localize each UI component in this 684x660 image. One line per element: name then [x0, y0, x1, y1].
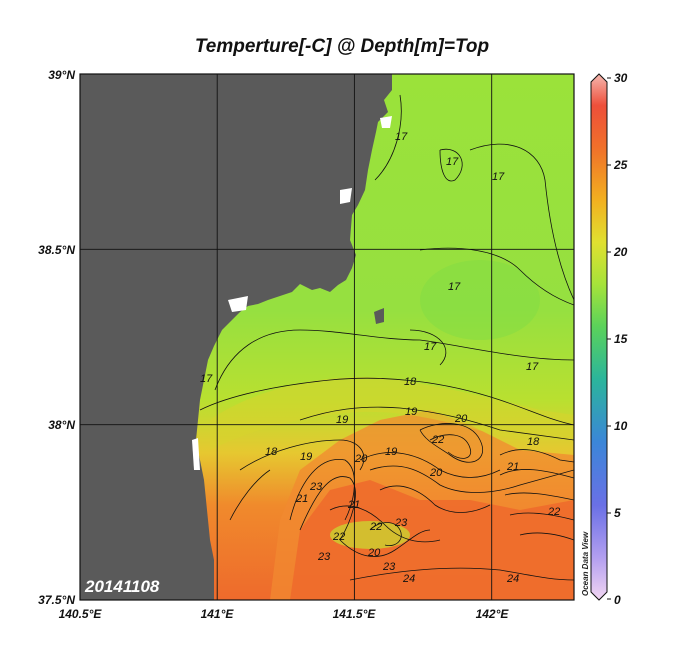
y-tick-label: 38°N: [48, 418, 75, 432]
contour-label: 24: [402, 573, 415, 585]
contour-label: 21: [295, 493, 308, 505]
contour-label: 22: [369, 521, 382, 533]
contour-label: 21: [347, 499, 360, 511]
warmest-water-region: [290, 480, 574, 600]
map-title: Temperture[-C] @ Depth[m]=Top: [194, 36, 490, 57]
cool-patch: [420, 260, 540, 340]
land-mass: [80, 74, 392, 600]
colorbar-label: 0: [614, 593, 621, 607]
contour-label: 23: [394, 517, 408, 529]
contour-label: 17: [395, 131, 408, 143]
contour-label: 19: [300, 451, 312, 463]
contour-label: 17: [424, 341, 437, 353]
colorbar-label: 15: [614, 332, 628, 346]
y-tick-label: 39°N: [48, 68, 75, 82]
colorbar-label: 25: [613, 158, 628, 172]
contour-label: 23: [382, 561, 396, 573]
y-tick-label: 37.5°N: [38, 593, 75, 607]
contour-label: 22: [431, 434, 444, 446]
colorbar: 30 25 20 15 10 5 0: [590, 71, 628, 607]
coastal-gap: [228, 296, 248, 312]
contour-label: 23: [309, 481, 323, 493]
colorbar-label: 30: [614, 71, 628, 85]
contour-label: 19: [405, 406, 417, 418]
odv-watermark: Ocean Data View: [581, 531, 590, 596]
contour-label: 17: [200, 373, 213, 385]
map-frame: [79, 73, 575, 601]
contour-label: 17: [526, 361, 539, 373]
coastal-gap: [340, 188, 352, 204]
transition-band: [210, 376, 574, 450]
contour-label: 19: [336, 414, 348, 426]
contour-labels: 17 17 17 17 17 17 17 18 18 18 19 19 19 1…: [200, 131, 560, 585]
contour-label: 20: [354, 453, 368, 465]
contour-label: 20: [429, 467, 443, 479]
contour-label: 23: [317, 551, 331, 563]
x-tick-label: 142°E: [476, 607, 510, 621]
contour-label: 22: [332, 531, 345, 543]
colorbar-scale: [590, 73, 608, 601]
x-tick-label: 141.5°E: [333, 607, 377, 621]
x-tick-label: 140.5°E: [59, 607, 103, 621]
contour-label: 17: [446, 156, 459, 168]
contour-label: 20: [367, 547, 381, 559]
coastal-gap: [380, 116, 392, 128]
contour-label: 17: [448, 281, 461, 293]
contour-lines: [199, 94, 574, 581]
contour-label: 19: [385, 446, 397, 458]
grid-lines: [80, 74, 574, 600]
contour-label: 18: [265, 446, 278, 458]
map-plot-area: 17 17 17 17 17 17 17 18 18 18 19 19 19 1…: [80, 74, 574, 600]
contour-label: 21: [506, 461, 519, 473]
colorbar-label: 5: [614, 506, 621, 520]
x-tick-label: 141°E: [201, 607, 235, 621]
contour-label: 24: [506, 573, 519, 585]
date-label: 20141108: [84, 577, 160, 596]
contour-label: 17: [492, 171, 505, 183]
contour-label: 18: [404, 376, 417, 388]
island: [374, 308, 384, 324]
coastal-gap: [192, 438, 200, 470]
contour-label: 22: [547, 506, 560, 518]
contour-label: 18: [527, 436, 540, 448]
y-tick-label: 38.5°N: [38, 243, 75, 257]
contour-label: 20: [454, 413, 468, 425]
colorbar-label: 20: [613, 245, 628, 259]
colorbar-label: 10: [614, 419, 628, 433]
cool-eddy: [330, 521, 410, 549]
